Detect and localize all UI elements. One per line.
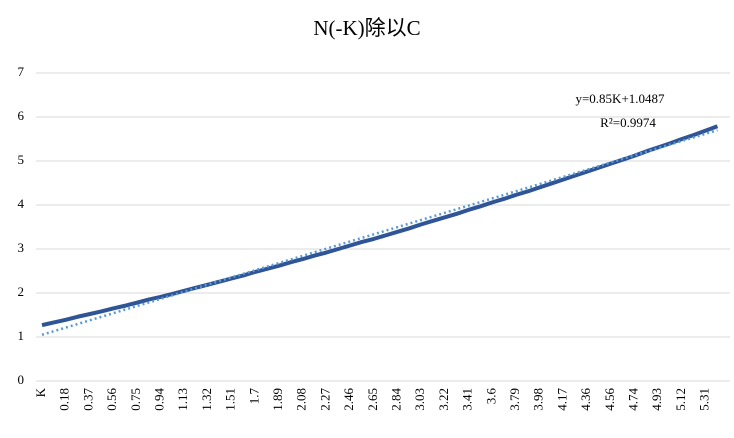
x-tick-label: 2.27: [317, 388, 332, 411]
x-tick-label: 4.74: [625, 388, 640, 411]
x-tick-label: 0.94: [151, 388, 166, 411]
y-tick-label: 2: [18, 284, 25, 299]
x-tick-label: 3.22: [436, 388, 451, 411]
x-tick-label: K: [33, 387, 48, 397]
x-tick-label: 4.93: [649, 388, 664, 411]
x-tick-label: 4.56: [602, 388, 617, 411]
x-tick-label: 2.65: [365, 388, 380, 411]
x-tick-label: 1.32: [199, 388, 214, 411]
chart-title: N(-K)除以C: [313, 16, 420, 40]
x-tick-label: 2.84: [388, 388, 403, 411]
x-tick-label: 2.46: [341, 388, 356, 411]
x-tick-label: 3.03: [412, 388, 427, 411]
x-tick-label: 1.7: [246, 388, 261, 405]
x-tick-label: 2.08: [294, 388, 309, 411]
trendline-equation: y=0.85K+1.0487: [575, 91, 665, 106]
x-tick-label: 0.37: [80, 388, 95, 411]
x-tick-label: 0.56: [104, 388, 119, 411]
y-tick-label: 3: [18, 240, 25, 255]
x-tick-label: 3.41: [460, 388, 475, 411]
y-tick-label: 0: [18, 372, 25, 387]
trendline-r-squared: R²=0.9974: [600, 115, 656, 130]
y-tick-label: 6: [18, 108, 25, 123]
x-tick-label: 3.6: [483, 388, 498, 405]
x-tick-label: 5.12: [673, 388, 688, 411]
x-tick-label: 0.18: [57, 388, 72, 411]
x-tick-label: 3.98: [531, 388, 546, 411]
y-tick-label: 7: [18, 64, 25, 79]
y-tick-label: 4: [18, 196, 25, 211]
x-tick-label: 1.89: [270, 388, 285, 411]
x-tick-label: 1.51: [223, 388, 238, 411]
x-tick-label: 0.75: [128, 388, 143, 411]
x-tick-label: 4.17: [554, 388, 569, 411]
x-tick-label: 5.31: [697, 388, 712, 411]
x-tick-label: 3.79: [507, 388, 522, 411]
y-tick-label: 5: [18, 152, 25, 167]
y-tick-label: 1: [18, 328, 25, 343]
x-tick-label: 4.36: [578, 388, 593, 411]
data-line: [41, 124, 719, 328]
x-tick-label: 1.13: [175, 388, 190, 411]
